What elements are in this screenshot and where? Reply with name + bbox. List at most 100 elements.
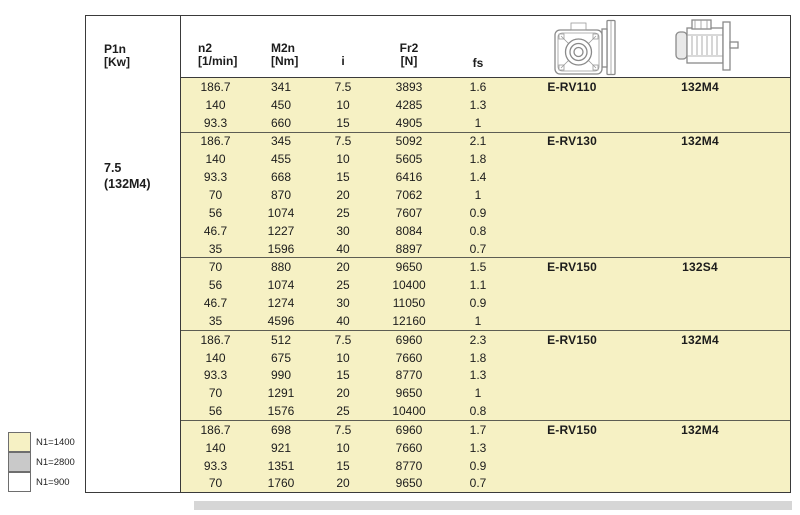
fs-cell: 1 xyxy=(474,187,482,202)
i-cell: 20 xyxy=(336,187,350,202)
speed-legend: N1=1400 N1=2800 N1=900 xyxy=(8,431,75,492)
fr2-cell: 7607 xyxy=(395,205,423,220)
fr2-cell: 6960 xyxy=(395,422,423,437)
fr2-cell: 7660 xyxy=(395,440,423,455)
i-cell: 7.5 xyxy=(334,332,352,347)
n2-header-line2: [1/min] xyxy=(198,54,238,68)
fs-cell: 1.1 xyxy=(469,278,487,293)
m2n-cell: 698 xyxy=(270,422,292,437)
n2-cell: 56 xyxy=(208,404,223,419)
n2-cell: 140 xyxy=(205,97,226,112)
i-cell: 30 xyxy=(336,296,350,311)
i-cell: 7.5 xyxy=(334,422,352,437)
m2n-cell: 1576 xyxy=(267,404,295,419)
fr2-cell: 4905 xyxy=(395,115,423,130)
fr2-cell: 10400 xyxy=(392,404,426,419)
table-body: 186.7 341 7.5 3893 1.6 E-RV110 132M4 140 450 10 42… xyxy=(181,78,790,492)
table-header: n2 [1/min] M2n [Nm] i Fr2 [N] fs xyxy=(181,16,790,78)
n2-cell: 93.3 xyxy=(203,115,228,130)
m2n-cell: 512 xyxy=(270,332,292,347)
legend-swatch xyxy=(8,451,31,472)
model-label: E-RV150 xyxy=(547,422,597,437)
n2-cell: 186.7 xyxy=(200,422,231,437)
m2n-header-line1: M2n xyxy=(271,41,295,55)
fr2-cell: 11050 xyxy=(392,296,426,311)
legend-label: N1=900 xyxy=(36,476,70,488)
i-cell: 10 xyxy=(336,440,350,455)
i-cell: 20 xyxy=(336,386,350,401)
table-row: 93.3 1351 15 8770 0.9 xyxy=(181,457,790,475)
model-label: E-RV130 xyxy=(547,134,597,149)
table-row: 93.3 668 15 6416 1.4 xyxy=(181,168,790,186)
m2n-header-line2: [Nm] xyxy=(271,54,299,68)
i-cell: 20 xyxy=(336,476,350,491)
table-row: 140 675 10 7660 1.8 xyxy=(181,349,790,367)
fs-cell: 0.9 xyxy=(469,205,487,220)
n2-cell: 93.3 xyxy=(203,368,228,383)
page-shadow xyxy=(194,501,792,510)
i-cell: 25 xyxy=(336,404,350,419)
legend-swatch xyxy=(8,471,31,492)
m2n-cell: 660 xyxy=(270,115,292,130)
i-cell: 7.5 xyxy=(334,134,352,149)
col-header-fr2: Fr2 [N] xyxy=(374,42,444,77)
n2-cell: 140 xyxy=(205,440,226,455)
n2-cell: 93.3 xyxy=(203,458,228,473)
fs-cell: 0.9 xyxy=(469,458,487,473)
fs-cell: 1.3 xyxy=(469,440,487,455)
motor-icon xyxy=(632,16,790,71)
n2-cell: 140 xyxy=(205,152,226,167)
fs-cell: 2.1 xyxy=(469,134,487,149)
m2n-cell: 4596 xyxy=(267,313,295,328)
fs-cell: 1.6 xyxy=(469,79,487,94)
m2n-cell: 1351 xyxy=(267,458,295,473)
rating-group: 186.7 698 7.5 6960 1.7 E-RV150 132M4 140 921 10 76… xyxy=(181,421,790,492)
col-header-fs: fs xyxy=(444,57,512,77)
n2-cell: 35 xyxy=(208,313,223,328)
m2n-cell: 1274 xyxy=(267,296,295,311)
m2n-cell: 1291 xyxy=(267,386,295,401)
model-label: E-RV110 xyxy=(547,79,597,94)
motor-label: 132M4 xyxy=(681,134,719,149)
p1n-power: 7.5 xyxy=(104,161,122,175)
fr2-cell: 9650 xyxy=(395,386,423,401)
table-row: 46.7 1274 30 11050 0.9 xyxy=(181,294,790,312)
table-row: 186.7 512 7.5 6960 2.3 E-RV150 132M4 xyxy=(181,331,790,349)
i-cell: 30 xyxy=(336,223,350,238)
rating-group: 186.7 345 7.5 5092 2.1 E-RV130 132M4 140 455 10 56… xyxy=(181,133,790,259)
fr2-cell: 9650 xyxy=(395,476,423,491)
m2n-cell: 675 xyxy=(270,350,292,365)
table-row: 70 1760 20 9650 0.7 xyxy=(181,475,790,492)
table-row: 70 870 20 7062 1 xyxy=(181,186,790,204)
table-row: 70 880 20 9650 1.5 E-RV150 132S4 xyxy=(181,258,790,276)
table-row: 70 1291 20 9650 1 xyxy=(181,384,790,402)
table-row: 186.7 345 7.5 5092 2.1 E-RV130 132M4 xyxy=(181,133,790,151)
m2n-cell: 870 xyxy=(270,187,292,202)
col-header-i: i xyxy=(312,55,374,77)
p1n-header-line1: P1n xyxy=(104,42,127,56)
n2-cell: 46.7 xyxy=(203,223,228,238)
fs-cell: 1 xyxy=(474,386,482,401)
i-cell: 25 xyxy=(336,278,350,293)
table-row: 93.3 990 15 8770 1.3 xyxy=(181,367,790,385)
rating-group: 186.7 341 7.5 3893 1.6 E-RV110 132M4 140 450 10 42… xyxy=(181,78,790,133)
fr2-cell: 9650 xyxy=(395,260,423,275)
model-label: E-RV150 xyxy=(547,332,597,347)
rating-group: 186.7 512 7.5 6960 2.3 E-RV150 132M4 140 675 10 76… xyxy=(181,331,790,422)
n2-cell: 70 xyxy=(208,476,223,491)
fr2-cell: 6960 xyxy=(395,332,423,347)
fs-cell: 0.9 xyxy=(469,296,487,311)
fs-cell: 2.3 xyxy=(469,332,487,347)
table-row: 46.7 1227 30 8084 0.8 xyxy=(181,222,790,240)
legend-item: N1=900 xyxy=(8,471,75,492)
m2n-cell: 668 xyxy=(270,170,292,185)
p1n-column: P1n [Kw] 7.5 (132M4) xyxy=(86,16,181,492)
p1n-header-line2: [Kw] xyxy=(104,55,130,69)
m2n-cell: 455 xyxy=(270,152,292,167)
n2-header-line1: n2 xyxy=(198,41,213,55)
fr2-cell: 8897 xyxy=(395,241,423,256)
table-row: 186.7 341 7.5 3893 1.6 E-RV110 132M4 xyxy=(181,78,790,96)
m2n-cell: 880 xyxy=(270,260,292,275)
fr2-cell: 5605 xyxy=(395,152,423,167)
fr2-cell: 8084 xyxy=(395,223,423,238)
